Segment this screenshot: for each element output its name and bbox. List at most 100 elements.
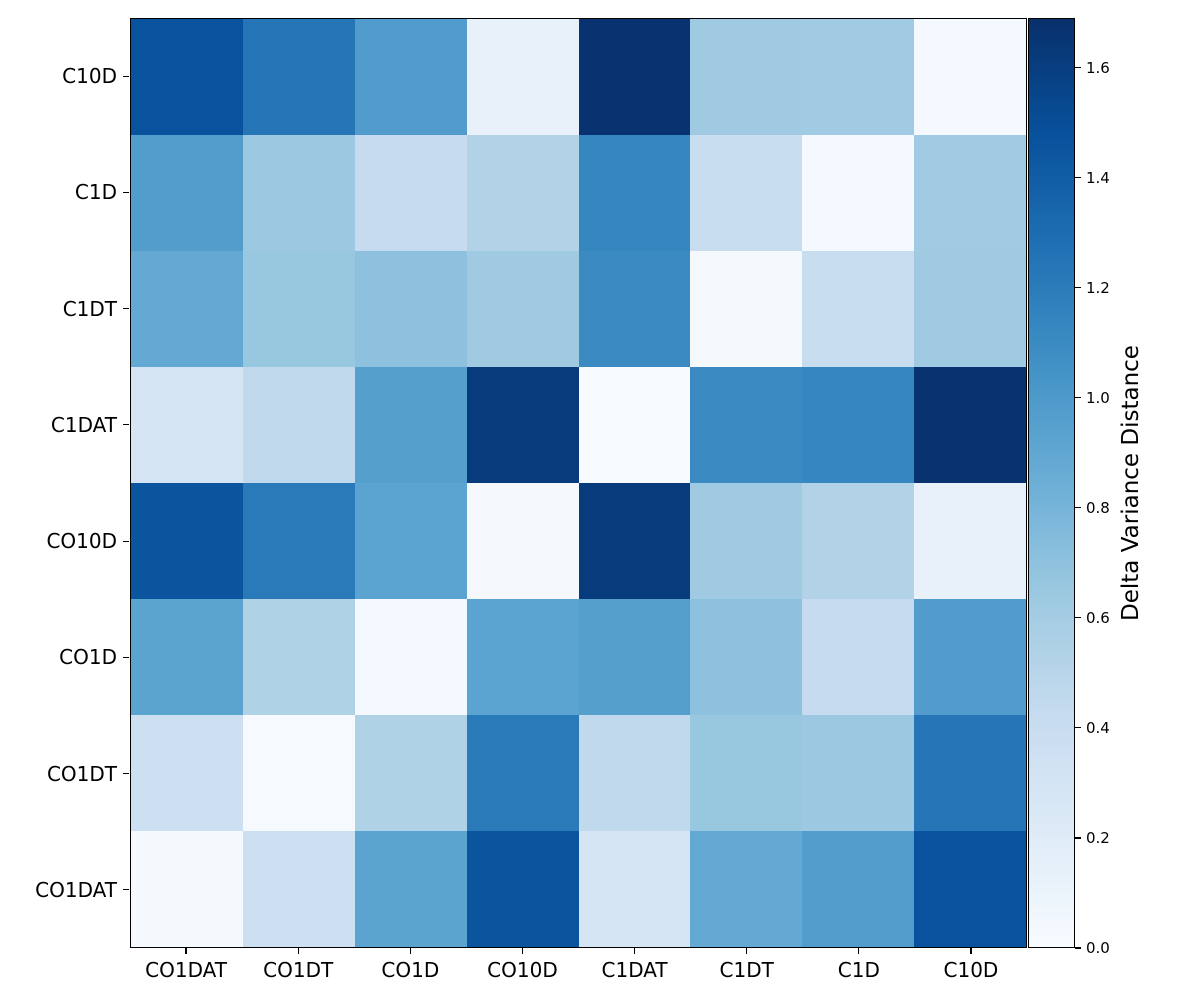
- x-tick-mark: [409, 948, 411, 954]
- heatmap-cell: [131, 599, 243, 715]
- x-tick-mark: [633, 948, 636, 954]
- heatmap-cell: [242, 19, 355, 135]
- colorbar-tick-mark: [1075, 617, 1081, 619]
- heatmap-cell: [242, 367, 355, 483]
- heatmap-cell: [131, 135, 243, 251]
- heatmap-cell: [466, 367, 579, 483]
- y-tick-label: C1DT: [62, 296, 117, 321]
- heatmap-cell: [914, 599, 1026, 715]
- colorbar-tick-label: 1.2: [1086, 278, 1110, 297]
- heatmap-cell: [802, 19, 915, 135]
- y-tick-mark: [123, 889, 129, 891]
- heatmap-cell: [131, 19, 243, 135]
- heatmap-cell: [242, 715, 355, 831]
- heatmap-cell: [914, 831, 1026, 947]
- colorbar-gradient: [1028, 18, 1075, 948]
- heatmap-cell: [131, 831, 243, 947]
- heatmap-cell: [354, 599, 467, 715]
- heatmap-cell: [802, 715, 915, 831]
- heatmap-cell: [466, 715, 579, 831]
- heatmap-cell: [690, 831, 803, 947]
- heatmap-cell: [690, 251, 803, 367]
- heatmap-cell: [578, 599, 691, 715]
- x-tick-mark: [858, 948, 860, 954]
- heatmap-cell: [578, 251, 691, 367]
- heatmap-cell: [466, 135, 579, 251]
- heatmap-cell: [131, 251, 243, 367]
- y-tick-label: CO1D: [59, 645, 117, 670]
- heatmap-cell: [914, 135, 1026, 251]
- x-tick-mark: [297, 948, 299, 954]
- y-tick-mark: [123, 424, 129, 426]
- x-tick-label: C10D: [943, 958, 999, 982]
- heatmap-cell: [242, 831, 355, 947]
- colorbar-tick-label: 1.0: [1086, 388, 1110, 407]
- heatmap-cell: [690, 599, 803, 715]
- heatmap-cell: [131, 483, 243, 599]
- y-tick-label: CO1DT: [46, 761, 117, 786]
- colorbar-tick-label: 0.8: [1086, 498, 1110, 517]
- heatmap-cell: [690, 715, 803, 831]
- heatmap-cell: [354, 251, 467, 367]
- heatmap-cell: [354, 367, 467, 483]
- heatmap-cell: [802, 599, 915, 715]
- x-tick-label: CO1DAT: [145, 958, 227, 982]
- heatmap-cell: [242, 483, 355, 599]
- y-tick-mark: [123, 308, 129, 310]
- x-tick-label: C1DAT: [601, 958, 668, 982]
- heatmap-cell: [578, 715, 691, 831]
- colorbar-tick-label: 0.4: [1086, 718, 1110, 737]
- y-tick-mark: [123, 540, 129, 542]
- heatmap-cell: [578, 367, 691, 483]
- colorbar-tick-mark: [1075, 947, 1081, 949]
- colorbar-tick-label: 1.6: [1086, 58, 1110, 77]
- colorbar-tick-label: 0.0: [1086, 939, 1110, 957]
- colorbar-tick-label: 1.4: [1086, 168, 1110, 187]
- heatmap-cell: [690, 135, 803, 251]
- y-tick-label: C1DAT: [50, 412, 117, 437]
- x-tick-label: CO1D: [381, 958, 440, 982]
- heatmap-cell: [466, 483, 579, 599]
- x-tick-mark: [521, 948, 524, 954]
- x-tick-label: CO10D: [487, 958, 558, 982]
- heatmap-cell: [690, 19, 803, 135]
- heatmap-cell: [354, 135, 467, 251]
- y-tick-mark: [123, 75, 129, 77]
- heatmap-cell: [914, 251, 1026, 367]
- heatmap-grid: [130, 18, 1027, 948]
- heatmap-cell: [354, 19, 467, 135]
- x-tick-label: C1DT: [719, 958, 774, 982]
- y-tick-mark: [123, 656, 129, 658]
- heatmap-cell: [914, 19, 1026, 135]
- heatmap-cell: [802, 367, 915, 483]
- y-tick-label: CO1DAT: [35, 877, 117, 902]
- heatmap-cell: [354, 715, 467, 831]
- colorbar-tick-mark: [1075, 66, 1081, 69]
- x-tick-label: C1D: [837, 958, 880, 982]
- heatmap-cell: [466, 599, 579, 715]
- heatmap-cell: [802, 135, 915, 251]
- heatmap-cell: [131, 367, 243, 483]
- heatmap-cell: [242, 251, 355, 367]
- heatmap-cell: [578, 831, 691, 947]
- y-tick-label: C1D: [74, 180, 117, 205]
- x-tick-mark: [970, 948, 972, 954]
- x-tick-label: CO1DT: [263, 958, 334, 982]
- heatmap-cell: [690, 367, 803, 483]
- heatmap-cell: [802, 251, 915, 367]
- heatmap-cell: [690, 483, 803, 599]
- heatmap-cell: [578, 19, 691, 135]
- y-tick-label: CO10D: [46, 529, 117, 554]
- heatmap-cell: [466, 831, 579, 947]
- heatmap-cell: [466, 19, 579, 135]
- heatmap-cell: [466, 251, 579, 367]
- colorbar-tick-label: 0.6: [1086, 608, 1110, 627]
- y-tick-label: C10D: [62, 64, 117, 89]
- x-tick-mark: [746, 948, 748, 954]
- heatmap-cell: [578, 483, 691, 599]
- heatmap-cell: [802, 831, 915, 947]
- colorbar-tick-mark: [1075, 727, 1081, 729]
- colorbar-axis-label: Delta Variance Distance: [1118, 345, 1144, 621]
- heatmap-cell: [578, 135, 691, 251]
